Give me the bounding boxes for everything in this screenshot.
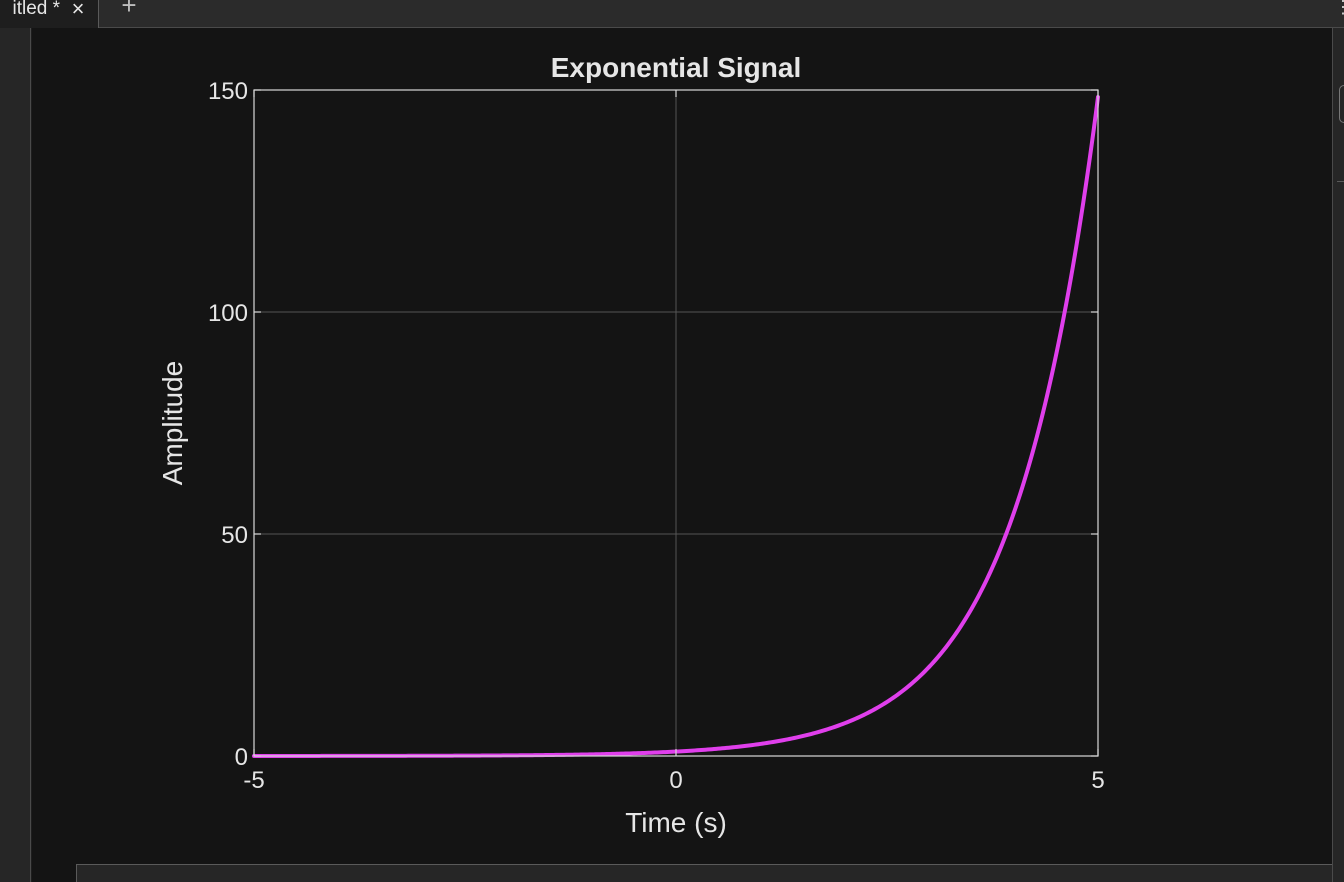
y-tick-label: 50 xyxy=(221,522,248,549)
tab-label: itled * xyxy=(12,0,60,19)
grid-lines xyxy=(254,90,1098,756)
tab-untitled[interactable]: itled * × xyxy=(0,0,99,28)
x-tick-label: 0 xyxy=(669,767,682,794)
tab-bar: itled * × + ⋮ xyxy=(0,0,1344,28)
y-tick-label: 0 xyxy=(235,744,248,771)
y-axis-label: Amplitude xyxy=(157,361,188,486)
y-tick-label: 100 xyxy=(208,300,248,327)
add-tab-icon[interactable]: + xyxy=(121,0,137,20)
x-axis-label: Time (s) xyxy=(625,807,727,838)
x-tick-label: 5 xyxy=(1091,767,1104,794)
close-icon[interactable]: × xyxy=(71,0,85,21)
more-options-icon[interactable]: ⋮ xyxy=(1334,0,1344,17)
right-sidebar xyxy=(1332,28,1344,882)
panel-toggle-handle[interactable] xyxy=(1339,85,1344,123)
left-sidebar xyxy=(0,28,31,882)
y-tick-label: 150 xyxy=(208,78,248,105)
chart-title: Exponential Signal xyxy=(551,52,801,83)
figure-canvas: -5 0 5 0 50 100 150 Exponential Signal Time (s… xyxy=(32,28,1332,882)
x-tick-label: -5 xyxy=(243,767,264,794)
bottom-panel xyxy=(76,864,1332,882)
panel-divider xyxy=(1337,181,1344,182)
